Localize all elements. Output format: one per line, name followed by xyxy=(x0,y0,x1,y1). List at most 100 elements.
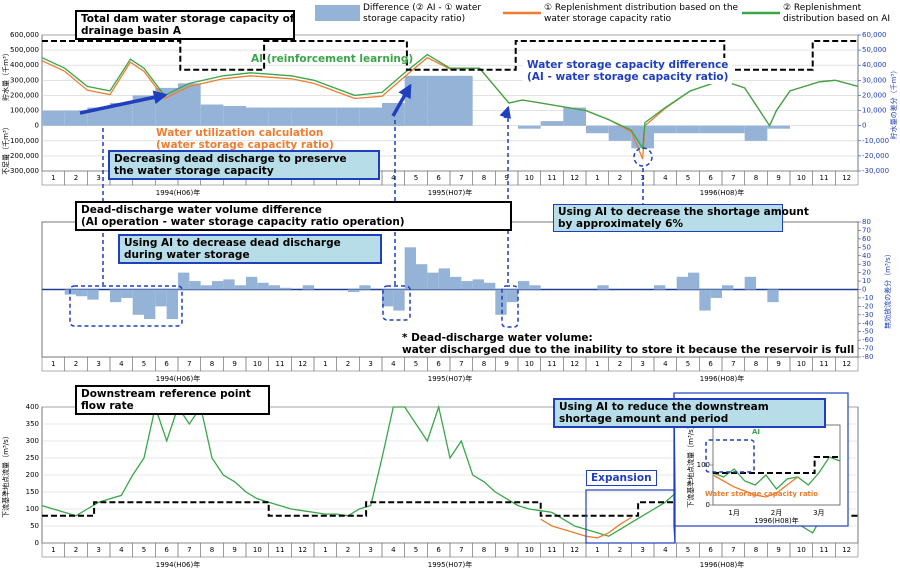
bar xyxy=(110,289,122,303)
annotation: Using AI to decrease dead discharge durin… xyxy=(118,234,382,264)
axis-title: 不足量（千m³） xyxy=(1,123,10,175)
bar xyxy=(200,104,224,126)
annotation: Dead-discharge water volume difference (A… xyxy=(75,201,512,231)
month-cell xyxy=(835,170,859,186)
y-tick-label: 100 xyxy=(26,505,39,513)
month-label: 5 xyxy=(414,360,418,368)
month-label: 5 xyxy=(686,174,690,182)
bar xyxy=(722,285,734,290)
month-label: 1 xyxy=(51,360,55,368)
y-tick-label: 30 xyxy=(862,260,871,268)
bar xyxy=(495,289,507,315)
annotation-line: by approximately 6% xyxy=(558,218,683,230)
annotation-line: drainage basin A xyxy=(81,25,181,37)
annotation-line: * Dead-discharge water volume: xyxy=(402,332,593,344)
y-tick-label: 80 xyxy=(862,218,871,226)
bar xyxy=(246,107,269,126)
bar xyxy=(744,125,768,141)
month-label: 1 xyxy=(323,360,327,368)
month-label: 11 xyxy=(820,546,829,554)
y-tick-label: 60 xyxy=(862,235,871,243)
data-line xyxy=(712,456,841,490)
axis-title: 下流基準地点流量（m³/s） xyxy=(686,422,695,508)
bar xyxy=(767,125,790,129)
bar xyxy=(597,285,609,290)
bar xyxy=(110,103,133,126)
y-tick-label: -30 xyxy=(862,311,873,319)
annotation: Using AI to decrease the shortage amount… xyxy=(553,204,809,232)
annotation: Downstream reference point flow rate xyxy=(75,385,270,415)
month-label: 12 xyxy=(842,546,851,554)
y2-tick-label: 30,000 xyxy=(862,76,887,84)
month-label: 2 xyxy=(74,360,78,368)
annotation-line: Total dam water storage capacity of xyxy=(81,13,295,25)
bar xyxy=(155,289,167,307)
y-tick-label: -60 xyxy=(862,336,873,344)
bar xyxy=(359,285,371,290)
bar xyxy=(529,285,541,290)
bar xyxy=(336,107,360,126)
legend-label: ① Replenishment distribution based on th… xyxy=(544,3,739,24)
series-label: Water storage capacity ratio xyxy=(705,490,818,498)
month-label: 11 xyxy=(548,546,557,554)
month-label: 11 xyxy=(276,360,285,368)
month-label: 8 xyxy=(210,360,214,368)
bar xyxy=(359,107,382,126)
axis-title: 貯水量の差分（千m³） xyxy=(889,67,898,140)
bar xyxy=(586,125,609,134)
axis-title: 貯水量（千m³） xyxy=(1,49,10,101)
annotation: Using AI to reduce the downstream shortag… xyxy=(553,398,826,428)
month-label: 9 xyxy=(776,546,780,554)
month-label: 10 xyxy=(797,546,806,554)
annotation-line: Downstream reference point xyxy=(81,388,251,400)
annotation: Total dam water storage capacity of drain… xyxy=(75,10,295,40)
month-label: 2 xyxy=(618,546,622,554)
rule-line xyxy=(42,501,858,517)
month-label: 9 xyxy=(232,360,236,368)
arrow xyxy=(499,105,511,119)
arrow xyxy=(79,90,168,115)
legend-label: ② Replenishment distribution based on AI xyxy=(783,3,891,24)
y2-tick-label: -10,000 xyxy=(862,137,889,145)
bar xyxy=(212,281,224,290)
bar xyxy=(280,287,292,290)
rule-line xyxy=(713,456,840,474)
legend-swatch xyxy=(315,5,360,21)
month-label: 9 xyxy=(504,546,508,554)
bar xyxy=(393,289,405,311)
month-label: 12 xyxy=(298,546,307,554)
bar xyxy=(472,279,484,290)
bar xyxy=(699,125,722,134)
y-tick-label: -100,000 xyxy=(8,137,39,145)
y-tick-label: 0 xyxy=(706,501,710,509)
bar xyxy=(688,272,700,290)
y-tick-label: 0 xyxy=(862,286,866,294)
bar xyxy=(314,107,337,126)
year-label: 1994(H06)年 xyxy=(156,374,200,383)
month-label: 3 xyxy=(368,546,372,554)
month-label: 5 xyxy=(142,546,146,554)
bar xyxy=(178,272,190,290)
bar xyxy=(246,276,258,290)
arrow xyxy=(391,83,412,117)
month-label: 5 xyxy=(142,360,146,368)
month-label: 1 xyxy=(51,546,55,554)
bar xyxy=(234,285,246,290)
bar xyxy=(121,289,133,298)
month-label: 12 xyxy=(842,360,851,368)
month-label: 10 xyxy=(253,546,262,554)
month-label: 6 xyxy=(436,174,441,182)
month-label: 3 xyxy=(96,546,100,554)
month-cell xyxy=(835,356,859,372)
year-label: 1996(H08)年 xyxy=(700,560,744,569)
y-tick-label: 100,000 xyxy=(10,107,39,115)
y-tick-label: -80 xyxy=(862,353,873,361)
y-tick-label: 50 xyxy=(862,243,871,251)
y-tick-label: -200,000 xyxy=(8,152,39,160)
month-label: 2 xyxy=(74,174,78,182)
month-label: 2 xyxy=(346,546,350,554)
rule-line xyxy=(42,40,858,71)
year-label: 1995(H07)年 xyxy=(428,188,472,197)
bar xyxy=(178,83,201,126)
bar xyxy=(722,125,745,134)
